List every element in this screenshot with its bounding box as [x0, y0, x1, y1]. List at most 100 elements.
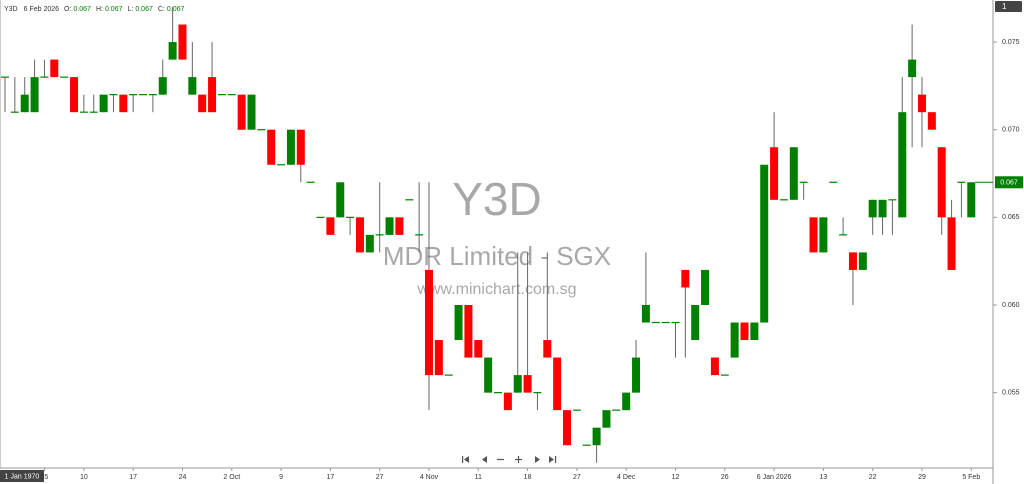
candle-body — [543, 340, 552, 358]
start-date-bg — [0, 470, 44, 482]
candle-body — [908, 59, 917, 78]
field-value: 0.067 — [167, 6, 185, 13]
candle-body — [385, 217, 394, 235]
candle-body — [237, 94, 246, 130]
nav-first-arrow[interactable] — [464, 456, 469, 463]
field-label: C: — [158, 6, 165, 13]
start-date-box: 1 Jan 1970 — [0, 470, 44, 482]
x-tick-label: 27 — [573, 474, 581, 481]
ticker: Y3D — [4, 6, 18, 13]
candle-body — [710, 357, 719, 376]
y-tick-label: 0.055 — [1002, 389, 1020, 396]
last-price-label: 0.067 — [1000, 180, 1018, 187]
nav-last-arrow[interactable] — [549, 456, 554, 463]
watermark: Y3D MDR Limited - SGX www.minichart.com.… — [383, 173, 611, 298]
candle-body — [878, 199, 887, 218]
corner-box: 1 — [995, 1, 1022, 12]
y-tick-label: 0.060 — [1002, 302, 1020, 309]
candle-body — [424, 269, 433, 376]
candle-body — [927, 112, 936, 130]
header-date: 6 Feb 2026 — [24, 6, 60, 13]
start-date-label: 1 Jan 1970 — [5, 473, 40, 480]
x-tick-label: 18 — [524, 474, 532, 481]
nav-first[interactable] — [462, 456, 469, 463]
x-tick-label: 17 — [326, 474, 334, 481]
candle-body — [740, 322, 749, 341]
candle-body — [198, 94, 207, 113]
x-tick-label: 13 — [819, 474, 827, 481]
candle-body — [750, 322, 759, 341]
candle-body — [30, 77, 39, 113]
candles — [1, 7, 976, 463]
x-tick-label: 6 Jan 2026 — [757, 474, 792, 481]
candle-body — [434, 340, 443, 376]
x-tick-label: 27 — [376, 474, 384, 481]
candle-body — [464, 304, 473, 358]
candle-body — [70, 77, 79, 113]
candle-body — [20, 94, 29, 113]
corner-box-bg — [995, 1, 1022, 12]
nav-next[interactable] — [535, 456, 540, 463]
candle-body — [691, 304, 700, 341]
candle-body — [947, 217, 956, 270]
nav-zoom-in[interactable] — [515, 456, 522, 463]
candle-body — [770, 147, 779, 200]
watermark-code: Y3D — [452, 173, 541, 225]
candle-body — [848, 252, 857, 270]
candle-body — [355, 217, 364, 253]
x-tick-label: 29 — [918, 474, 926, 481]
candle-body — [681, 269, 690, 288]
candle-body — [789, 147, 798, 200]
candle-body — [119, 94, 128, 113]
corner-label: 1 — [1002, 2, 1007, 11]
x-tick-label: 22 — [869, 474, 877, 481]
candle-body — [760, 164, 769, 323]
candle-body — [730, 322, 739, 358]
ohlc-header: Y3D 6 Feb 2026 O: 0.067 H: 0.067 L: 0.067 C: 0.06… — [4, 6, 184, 13]
x-tick-label: 26 — [721, 474, 729, 481]
y-tick-label: 0.070 — [1002, 127, 1020, 134]
candle-body — [503, 392, 512, 411]
candle-body — [296, 129, 305, 165]
candle-body — [208, 77, 217, 113]
watermark-name: MDR Limited - SGX — [383, 241, 611, 271]
x-tick-label: 12 — [672, 474, 680, 481]
nav-first-bar[interactable] — [462, 456, 464, 463]
candle-body — [178, 24, 187, 60]
candle-body — [917, 94, 926, 113]
candle-body — [622, 392, 631, 411]
x-tick-label: 9 — [279, 474, 283, 481]
field-label: O: — [64, 6, 71, 13]
candle-body — [336, 182, 345, 218]
candle-body — [168, 42, 177, 60]
candle-body — [484, 357, 493, 393]
watermark-site: www.minichart.com.sg — [416, 281, 576, 298]
field-label: H: — [96, 6, 103, 13]
x-tick-label: 17 — [129, 474, 137, 481]
nav-last-bar[interactable] — [555, 456, 557, 463]
x-tick-label: 4 Dec — [617, 474, 636, 481]
candle-body — [868, 199, 877, 218]
x-tick-label: 2 Oct — [223, 474, 240, 481]
candle-body — [641, 304, 650, 323]
field-value: 0.067 — [105, 6, 123, 13]
x-tick-label: 11 — [475, 474, 482, 481]
candle-body — [513, 375, 522, 393]
field-value: 0.067 — [73, 6, 91, 13]
candle-body — [967, 182, 976, 218]
field-value: 0.067 — [135, 6, 153, 13]
nav-last[interactable] — [549, 456, 557, 463]
candle-body — [563, 410, 572, 446]
candle-body — [858, 252, 867, 270]
candle-body — [819, 217, 828, 253]
candle-body — [267, 129, 276, 165]
x-tick-label: 10 — [80, 474, 88, 481]
candle-body — [553, 357, 562, 411]
nav-prev[interactable] — [482, 456, 487, 463]
candle-body — [247, 94, 256, 130]
x-tick-label: 25 — [41, 474, 49, 481]
candle-body — [365, 234, 374, 253]
x-tick-label: 24 — [179, 474, 187, 481]
